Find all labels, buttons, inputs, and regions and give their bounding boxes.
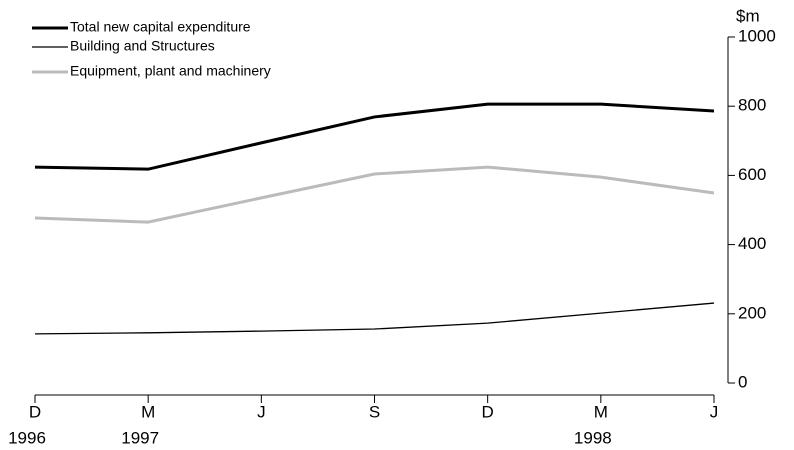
- y-tick-label: 400: [738, 234, 766, 253]
- y-tick-label: 600: [738, 165, 766, 184]
- x-tick-label: M: [141, 402, 155, 421]
- x-tick-label: S: [369, 402, 380, 421]
- legend-label: Building and Structures: [70, 38, 215, 54]
- y-tick-label: 0: [738, 372, 747, 391]
- series-line: [34, 302, 715, 335]
- y-tick-label: 800: [738, 96, 766, 115]
- legend-label: Total new capital expenditure: [70, 19, 251, 35]
- x-tick-label: M: [594, 402, 608, 421]
- y-unit: $m: [736, 6, 760, 25]
- series-line: [34, 102, 715, 171]
- y-tick-label: 1000: [738, 26, 776, 45]
- y-tick-label: 200: [738, 303, 766, 322]
- x-tick-label: D: [29, 402, 41, 421]
- x-year-label: 1996: [8, 428, 46, 447]
- x-year-label: 1997: [121, 428, 159, 447]
- x-tick-label: D: [482, 402, 494, 421]
- x-tick-label: J: [257, 402, 266, 421]
- x-year-label: 1998: [574, 428, 612, 447]
- series-line: [34, 165, 715, 224]
- legend-label: Equipment, plant and machinery: [70, 63, 271, 79]
- x-tick-label: J: [710, 402, 719, 421]
